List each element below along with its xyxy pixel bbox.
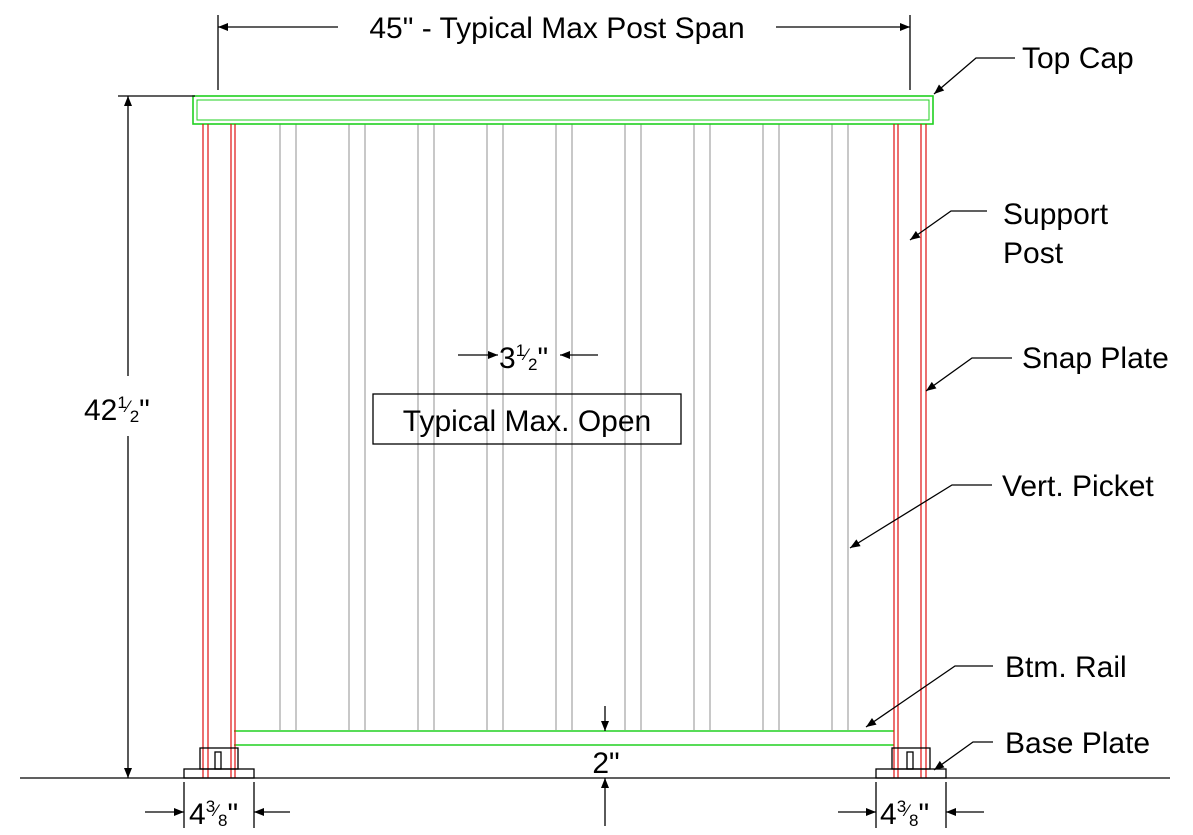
- gap-label: 2": [592, 747, 619, 780]
- svg-text:Snap Plate: Snap Plate: [1022, 342, 1169, 375]
- svg-text:Vert. Picket: Vert. Picket: [1002, 470, 1154, 503]
- base-left-label: 43⁄8": [189, 797, 238, 831]
- base-plate-left: [183, 747, 255, 779]
- callout-top-cap: Top Cap: [933, 42, 1134, 95]
- base-right-label: 43⁄8": [880, 797, 929, 831]
- callout-base-plate: Base Plate: [933, 727, 1150, 771]
- svg-text:Base Plate: Base Plate: [1005, 727, 1150, 760]
- svg-text:Post: Post: [1003, 237, 1064, 270]
- base-plate-right: [875, 747, 947, 779]
- svg-text:Top Cap: Top Cap: [1022, 42, 1134, 75]
- left-post: [202, 124, 236, 778]
- base-right-dimension: 43⁄8": [838, 782, 984, 831]
- svg-text:Support: Support: [1003, 198, 1109, 231]
- top-cap: [192, 95, 934, 125]
- callout-vert-picket: Vert. Picket: [849, 470, 1154, 549]
- typical-open-box: Typical Max. Open: [372, 393, 682, 445]
- span-dimension: 45" - Typical Max Post Span: [217, 12, 911, 90]
- bottom-rail: [234, 730, 894, 746]
- callout-btm-rail: Btm. Rail: [865, 651, 1127, 728]
- open-box-label: Typical Max. Open: [403, 405, 651, 438]
- opening-label: 31⁄2": [499, 341, 548, 375]
- height-label: 421⁄2": [84, 393, 150, 427]
- opening-dimension: 31⁄2": [458, 341, 598, 375]
- svg-text:Btm. Rail: Btm. Rail: [1005, 651, 1127, 684]
- callout-support-post: Support Post: [909, 198, 1109, 270]
- gap-dimension: 2": [592, 706, 620, 826]
- base-left-dimension: 43⁄8": [145, 782, 290, 831]
- height-dimension: 421⁄2": [80, 95, 195, 778]
- span-label: 45" - Typical Max Post Span: [369, 12, 744, 45]
- pickets: [279, 124, 849, 730]
- right-post: [893, 124, 927, 778]
- callout-snap-plate: Snap Plate: [925, 342, 1169, 392]
